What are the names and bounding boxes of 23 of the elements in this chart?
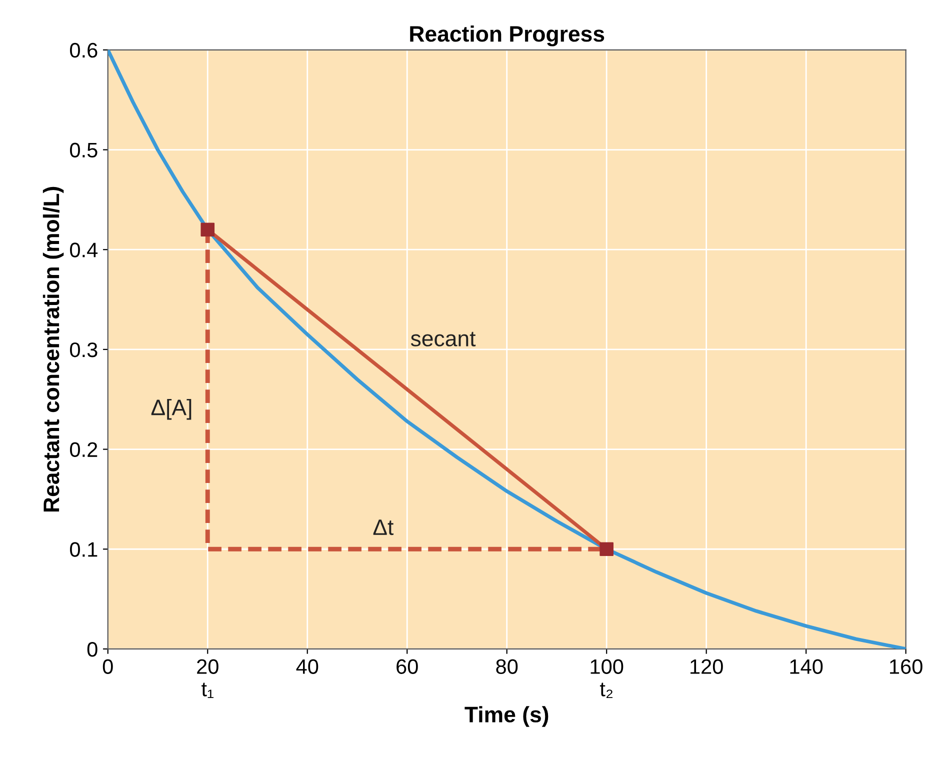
y-tick-label: 0.2 <box>70 442 98 458</box>
y-tick-label: 0.4 <box>70 242 98 258</box>
x-tick-label: 100 t₂ <box>590 659 624 698</box>
x-tick-label: 160 <box>890 659 922 674</box>
x-axis-title: Time (s) <box>464 706 548 727</box>
y-tick-label: 0.1 <box>70 542 98 557</box>
x-tick-label: 120 <box>690 659 723 674</box>
x-tick-label: 60 <box>396 659 418 674</box>
x-tick-label: 40 <box>296 659 318 674</box>
chart-title: Reaction Progress <box>410 25 604 46</box>
y-tick-label: 0.6 <box>70 42 98 58</box>
y-tick-label: 0.5 <box>70 142 98 158</box>
annotation: Δt <box>373 520 394 536</box>
x-tick-label: 0 <box>102 659 113 674</box>
line-series <box>108 50 906 649</box>
y-axis-title: Reactant concentration (mol/L) <box>42 186 64 512</box>
y-tick-label: 0.3 <box>70 342 98 358</box>
x-tick-label: 140 <box>790 659 823 674</box>
x-tick-label: 20 t₁ <box>197 659 218 698</box>
x-tick-label: 80 <box>496 659 518 674</box>
y-tick-label: 0 <box>87 642 98 657</box>
annotation: secant <box>410 332 476 346</box>
annotation: Δ[A] <box>151 398 192 420</box>
